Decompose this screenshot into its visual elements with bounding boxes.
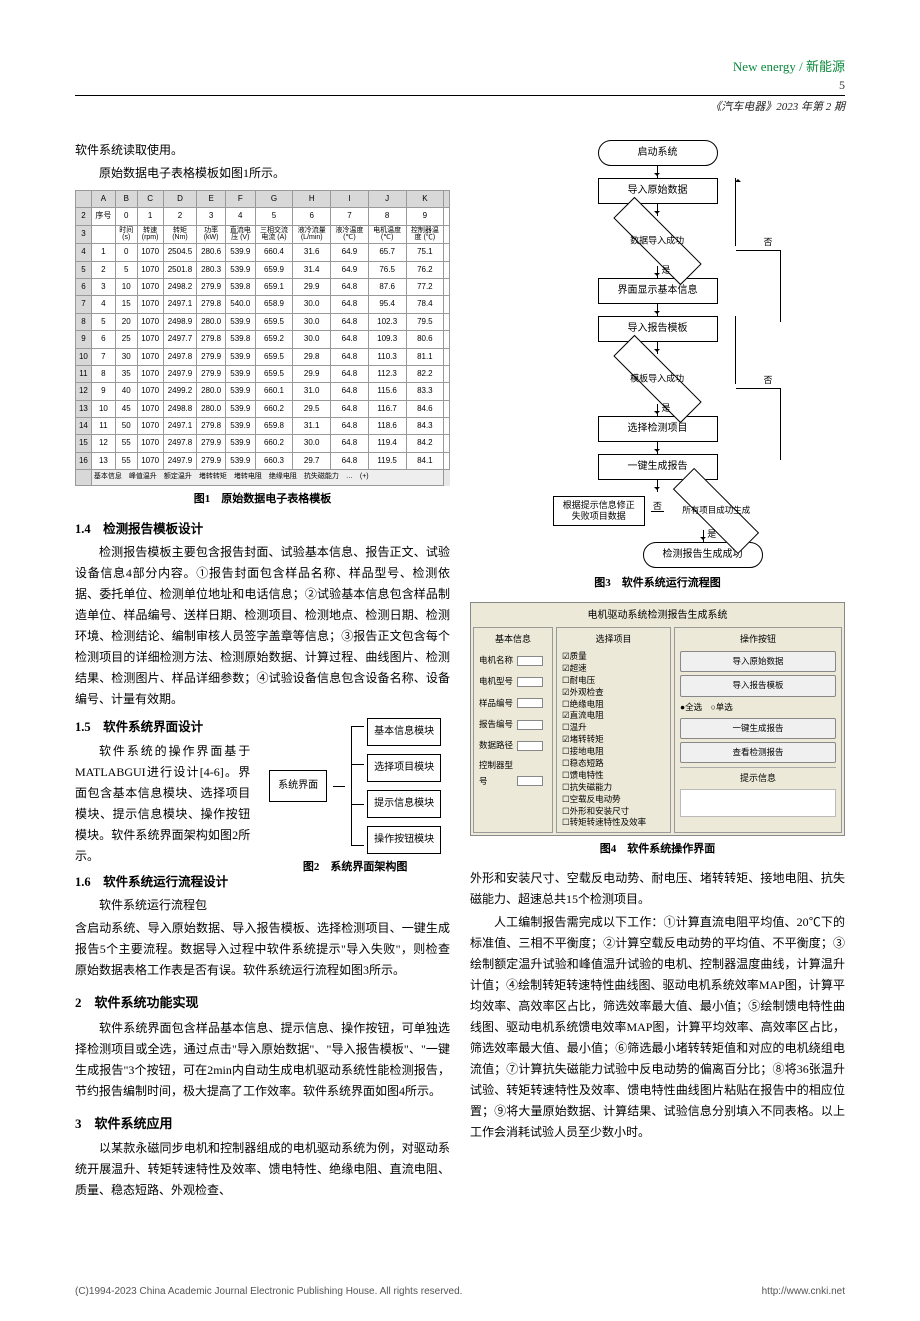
fig2-child: 操作按钮模块 <box>367 826 441 854</box>
copyright: (C)1994-2023 China Academic Journal Elec… <box>75 1283 462 1301</box>
fig4-ui: 电机驱动系统检测报告生成系统 基本信息 电机名称电机型号样品编号报告编号数据路径… <box>470 602 845 837</box>
new-energy-en: New energy <box>733 59 796 74</box>
fig3-caption: 图3 软件系统运行流程图 <box>470 574 845 594</box>
left-column: 软件系统读取使用。 原始数据电子表格模板如图1所示。 ABCDEFGHIJK2序… <box>75 140 450 1203</box>
fc-start: 启动系统 <box>598 140 718 166</box>
fig3-flowchart: 启动系统 导入原始数据 数据导入成功 否 是 界面显示基本信息 导入报告模板 模… <box>553 140 763 568</box>
btn-generate[interactable]: 一键生成报告 <box>680 718 836 739</box>
right-column: 启动系统 导入原始数据 数据导入成功 否 是 界面显示基本信息 导入报告模板 模… <box>470 140 845 1203</box>
heading-1-6: 1.6 软件系统运行流程设计 <box>75 871 250 894</box>
journal-issue: 《汽车电器》2023 年第 2 期 <box>75 95 845 118</box>
btn-import-tpl[interactable]: 导入报告模板 <box>680 675 836 696</box>
hint-title: 提示信息 <box>680 767 836 786</box>
fig4-caption: 图4 软件系统操作界面 <box>470 840 845 860</box>
fc-box: 导入报告模板 <box>598 316 718 342</box>
fig2-child: 基本信息模块 <box>367 718 441 746</box>
hint-box <box>680 789 836 817</box>
btn-view[interactable]: 查看检测报告 <box>680 742 836 763</box>
cnki-url: http://www.cnki.net <box>762 1283 845 1301</box>
ui-title: 电机驱动系统检测报告生成系统 <box>473 605 842 627</box>
para: 软件系统界面包含样品基本信息、提示信息、操作按钮，可单独选择检测项目或全选，通过… <box>75 1018 450 1102</box>
heading-2: 2 软件系统功能实现 <box>75 991 450 1014</box>
fig2-child: 选择项目模块 <box>367 754 441 782</box>
fc-box: 根据提示信息修正失败项目数据 <box>553 496 645 526</box>
header-category: New energy / 新能源 <box>733 55 845 79</box>
page-number: 5 <box>839 75 845 97</box>
para: 软件系统的操作界面基于MATLABGUI进行设计[4-6]。界面包含基本信息模块… <box>75 741 250 867</box>
para: 以某款永磁同步电机和控制器组成的电机驱动系统为例，对驱动系统开展温升、转矩转速特… <box>75 1138 450 1201</box>
ui-panel-basic: 基本信息 电机名称电机型号样品编号报告编号数据路径控制器型号 <box>473 627 553 834</box>
fig2-diagram: 系统界面 基本信息模块选择项目模块提示信息模块操作按钮模块 <box>260 718 450 854</box>
para: 含启动系统、导入原始数据、导入报告模板、选择检测项目、一键生成报告5个主要流程。… <box>75 918 450 981</box>
ui-panel-ops: 操作按钮 导入原始数据 导入报告模板 ●全选 ○单选 一键生成报告 查看检测报告… <box>674 627 842 834</box>
heading-3: 3 软件系统应用 <box>75 1112 450 1135</box>
fc-box: 界面显示基本信息 <box>598 278 718 304</box>
fig2-child: 提示信息模块 <box>367 790 441 818</box>
fig1-caption: 图1 原始数据电子表格模板 <box>75 490 450 510</box>
btn-import-data[interactable]: 导入原始数据 <box>680 651 836 672</box>
fig2-caption: 图2 系统界面架构图 <box>260 858 450 878</box>
fc-box: 导入原始数据 <box>598 178 718 204</box>
para: 原始数据电子表格模板如图1所示。 <box>75 163 450 184</box>
para: 软件系统读取使用。 <box>75 140 450 161</box>
para: 软件系统运行流程包 <box>75 895 250 916</box>
para: 外形和安装尺寸、空载反电动势、耐电压、堵转转矩、接地电阻、抗失磁能力、超速总共1… <box>470 868 845 910</box>
fc-box: 选择检测项目 <box>598 416 718 442</box>
page-footer: (C)1994-2023 China Academic Journal Elec… <box>0 1283 920 1321</box>
para: 检测报告模板主要包含报告封面、试验基本信息、报告正文、试验设备信息4部分内容。①… <box>75 542 450 710</box>
heading-1-4: 1.4 检测报告模板设计 <box>75 518 450 541</box>
new-energy-cn: 新能源 <box>806 59 845 74</box>
ui-panel-items: 选择项目 ☑质量☑超速☐耐电压☑外观检查☐绝缘电阻☑直流电阻☐温升☑堵转转矩☐接… <box>556 627 671 834</box>
para: 人工编制报告需完成以下工作：①计算直流电阻平均值、20℃下的标准值、三相不平衡度… <box>470 912 845 1143</box>
heading-1-5: 1.5 软件系统界面设计 <box>75 716 250 739</box>
fig2-root: 系统界面 <box>269 770 327 802</box>
fig1-spreadsheet: ABCDEFGHIJK2序号01234567893时间(s)转速(rpm)转矩(… <box>75 190 450 486</box>
